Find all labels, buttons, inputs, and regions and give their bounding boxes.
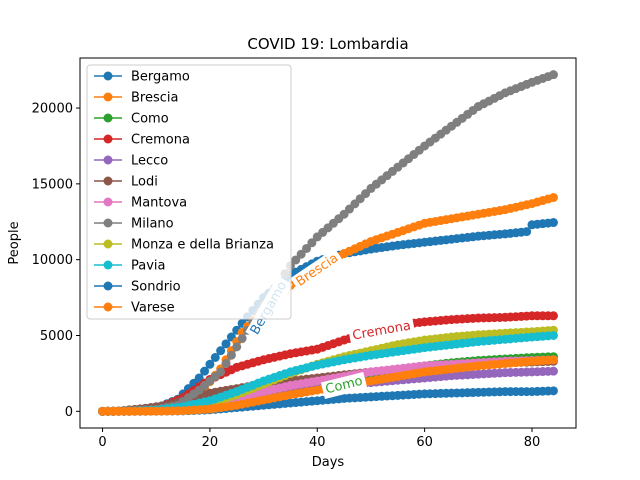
legend-label: Brescia (131, 91, 178, 106)
data-point (237, 334, 247, 344)
data-point (548, 311, 558, 321)
x-tick-label: 20 (202, 435, 219, 450)
legend-swatch-marker (103, 218, 113, 228)
legend-label: Bergamo (131, 70, 190, 85)
y-tick-label: 15000 (32, 177, 73, 192)
data-point (205, 359, 215, 369)
legend-swatch-marker (103, 302, 113, 312)
legend-label: Milano (131, 217, 174, 232)
legend-label: Lodi (131, 175, 158, 190)
legend-label: Pavia (131, 259, 166, 274)
legend-item: Brescia (94, 91, 178, 106)
x-tick-label: 40 (309, 435, 326, 450)
legend-item: Pavia (94, 259, 166, 274)
data-point (200, 366, 210, 376)
legend-label: Monza e della Brianza (131, 238, 274, 253)
legend-item: Monza e della Brianza (94, 238, 274, 253)
data-point (216, 346, 226, 356)
data-point (210, 352, 220, 362)
series-layer (98, 70, 558, 416)
legend-swatch-marker (103, 239, 113, 249)
legend-swatch-marker (103, 176, 113, 186)
data-point (221, 339, 231, 349)
x-tick-label: 60 (416, 435, 433, 450)
legend-swatch-marker (103, 281, 113, 291)
legend-item: Bergamo (94, 70, 190, 85)
legend-item: Varese (94, 301, 175, 316)
y-axis: 0 5000 10000 15000 20000 (32, 102, 80, 420)
y-tick-label: 5000 (40, 329, 73, 344)
legend-label: Como (131, 112, 169, 127)
data-point (548, 386, 558, 396)
x-axis-label: Days (312, 455, 345, 470)
data-point (548, 366, 558, 376)
x-tick-label: 80 (524, 435, 541, 450)
y-tick-label: 0 (65, 405, 73, 420)
plot-frame (79, 57, 577, 429)
data-point (291, 255, 301, 265)
legend-swatch-marker (103, 260, 113, 270)
x-axis: 0 20 40 60 80 (98, 428, 540, 450)
legend-label: Sondrio (131, 280, 181, 295)
data-point (522, 227, 532, 237)
legend-frame (86, 64, 292, 320)
legend-label: Mantova (131, 196, 187, 211)
data-point (548, 70, 558, 80)
data-point (302, 243, 312, 253)
legend-item: Cremona (94, 133, 190, 148)
data-point (548, 355, 558, 365)
legend-label: Cremona (131, 133, 190, 148)
chart-title: COVID 19: Lombardia (247, 35, 408, 53)
inline-label-box (290, 248, 345, 293)
data-point (307, 238, 317, 248)
legend-swatch-marker (103, 92, 113, 102)
y-axis-label: People (7, 221, 22, 264)
inline-label-box (320, 371, 368, 400)
legend-swatch-marker (103, 155, 113, 165)
data-point (221, 359, 231, 369)
legend-swatch-marker (103, 134, 113, 144)
y-tick-label: 10000 (32, 253, 73, 268)
data-point (296, 249, 306, 259)
legend-item: Milano (94, 217, 174, 232)
legend-item: Lodi (94, 175, 158, 190)
data-point (548, 218, 558, 228)
legend-swatch-marker (103, 197, 113, 207)
data-point (232, 342, 242, 352)
data-point (548, 331, 558, 340)
legend-swatch-marker (103, 71, 113, 81)
legend-label: Lecco (131, 154, 168, 169)
legend-item: Lecco (94, 154, 168, 169)
inline-label: Como (320, 371, 368, 400)
x-tick-label: 0 (98, 435, 106, 450)
data-point (216, 367, 226, 377)
y-tick-label: 20000 (32, 102, 73, 117)
legend-swatch-marker (103, 113, 113, 123)
data-point (548, 193, 558, 203)
legend-item: Mantova (94, 196, 187, 211)
legend-item: Como (94, 112, 169, 127)
data-point (226, 350, 236, 360)
legend-item: Sondrio (94, 280, 181, 295)
legend-label: Varese (131, 301, 175, 316)
inline-label-box (348, 316, 416, 346)
legend: Bergamo Brescia Como Cremona Lecco Lodi Mantov… (86, 64, 292, 320)
